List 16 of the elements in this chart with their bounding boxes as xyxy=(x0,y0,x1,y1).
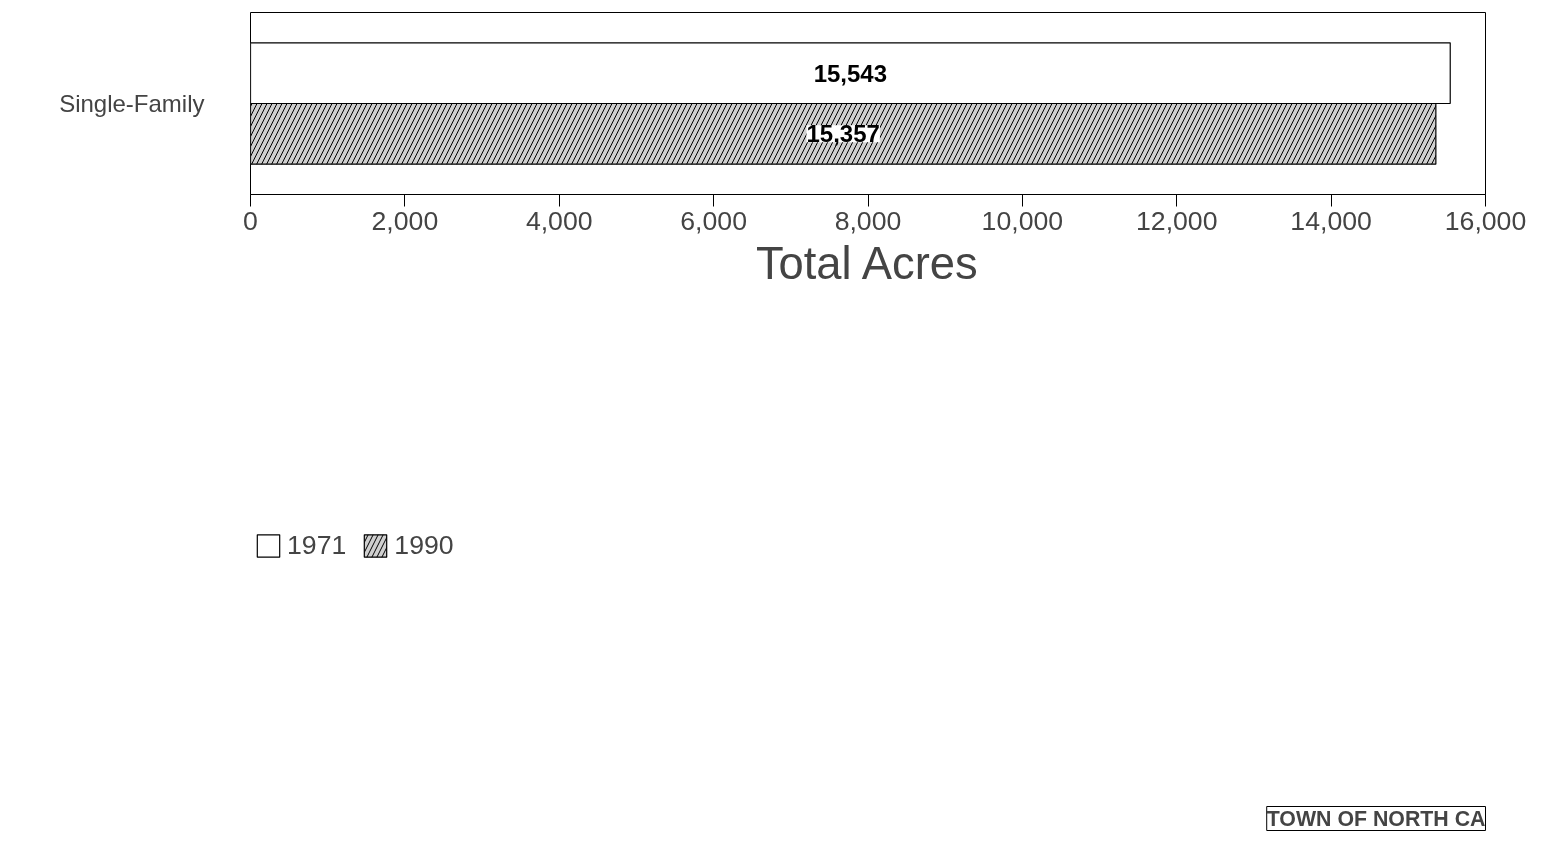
x-tick-label: 4,000 xyxy=(525,205,593,236)
text: TOWN OF NORTH CA xyxy=(1266,806,1486,831)
x-tick-label: 0 xyxy=(243,205,258,236)
x-tick-label: 12,000 xyxy=(1135,205,1218,236)
legend-label: 1990 xyxy=(394,529,454,561)
data-label: 15,357 xyxy=(806,120,880,148)
data-label: 15,543 xyxy=(813,59,888,87)
x-tick-label: 14,000 xyxy=(1290,205,1372,236)
x-tick-label: 2,000 xyxy=(371,205,439,236)
x-tick-label: 10,000 xyxy=(981,205,1064,236)
x-axis-title: Total Acres xyxy=(755,237,978,289)
x-tick-label: 8,000 xyxy=(834,205,902,236)
legend-label: 1971 xyxy=(287,529,347,561)
y-tick-label: Single-Family xyxy=(59,90,205,117)
x-tick-label: 6,000 xyxy=(680,205,747,236)
x-tick-label: 16,000 xyxy=(1444,205,1527,236)
